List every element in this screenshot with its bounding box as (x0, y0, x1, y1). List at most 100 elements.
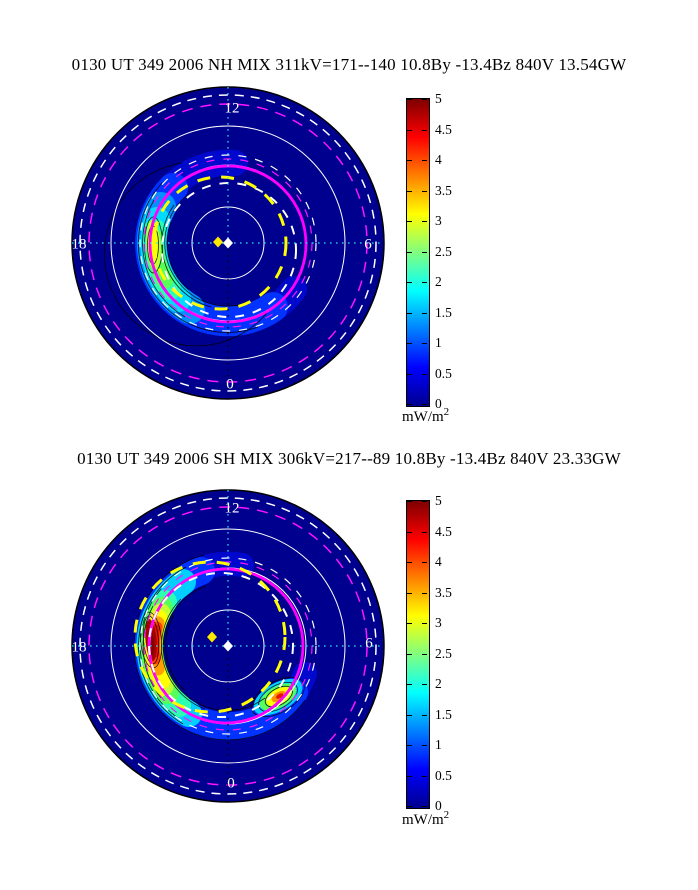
nh-white-diamond-marker (223, 237, 233, 249)
colorbar-tick-mark (407, 129, 412, 131)
colorbar-tick-mark (422, 806, 427, 807)
colorbar-tick-label: 0.5 (435, 767, 452, 783)
colorbar-tick-label: 4 (435, 152, 442, 167)
colorbar-tick-mark (422, 190, 427, 192)
nh-mlt-label-18: 18 (72, 236, 87, 252)
colorbar-tick-mark (422, 282, 427, 283)
colorbar-tick-label: 3 (435, 615, 442, 630)
nh-unit-exponent: 2 (443, 406, 450, 418)
colorbar-tick-mark (407, 99, 412, 100)
nh-unit-base: mW/m (402, 409, 444, 425)
colorbar-tick-mark (422, 404, 427, 405)
colorbar-tick-label: 3 (435, 213, 442, 228)
colorbar-tick-mark (422, 129, 427, 131)
colorbar-tick-mark (407, 404, 412, 405)
colorbar-tick-mark (407, 775, 412, 777)
colorbar-tick-mark (407, 343, 412, 344)
colorbar-tick-label: 2.5 (435, 243, 452, 259)
colorbar-tick-mark (422, 251, 427, 253)
colorbar-tick-label: 1.5 (435, 304, 452, 320)
colorbar-tick-mark (407, 312, 412, 314)
colorbar-tick-mark (422, 592, 427, 594)
sh-white-diamond-marker (223, 640, 233, 652)
sh-colorbar-ticks: 0 0.5 1 1.5 2 2.5 3 3.5 4 4.5 5 (406, 493, 476, 813)
colorbar-tick-mark (422, 160, 427, 161)
nh-polar-plot: 12 18 6 0 (58, 73, 398, 413)
colorbar-tick-mark (422, 623, 427, 624)
sh-colorbar-unit: mW/m2 (402, 809, 449, 829)
colorbar-tick-label: 5 (435, 91, 442, 106)
colorbar-tick-mark (407, 714, 412, 716)
colorbar-tick-mark (422, 653, 427, 655)
sh-yellow-dashed-boundary (133, 560, 287, 714)
colorbar-tick-mark (422, 312, 427, 314)
colorbar-tick-mark (407, 531, 412, 533)
sh-colorbar (406, 500, 430, 809)
nh-colorbar-unit: mW/m2 (402, 406, 449, 426)
nh-contour-lines (103, 162, 271, 347)
colorbar-tick-label: 4 (435, 554, 442, 569)
colorbar-tick-mark (422, 745, 427, 746)
sh-title: 0130 UT 349 2006 SH MIX 306kV=217--89 10… (77, 449, 621, 468)
colorbar-tick-label: 1 (435, 737, 442, 752)
colorbar-tick-mark (422, 343, 427, 344)
colorbar-tick-mark (407, 623, 412, 624)
colorbar-tick-label: 3.5 (435, 584, 452, 600)
nh-colorbar (406, 98, 430, 407)
colorbar-tick-mark (407, 221, 412, 222)
colorbar-tick-label: 0.5 (435, 365, 452, 381)
nh-yellow-dashed-boundary (152, 175, 288, 311)
nh-title: 0130 UT 349 2006 NH MIX 311kV=171--140 1… (71, 55, 627, 74)
sh-mlt-label-12: 12 (225, 500, 240, 516)
sh-polar-svg: 12 18 6 0 (71, 489, 385, 803)
sh-mlt-label-6: 6 (365, 635, 373, 651)
colorbar-tick-label: 2.5 (435, 645, 452, 661)
sh-outer-white-dashed-circle (79, 497, 377, 795)
nh-white-dashed-boundary (161, 182, 297, 318)
colorbar-tick-label: 2 (435, 676, 442, 691)
colorbar-tick-mark (407, 684, 412, 685)
sh-polar-plot: 12 18 6 0 (58, 476, 398, 816)
colorbar-tick-mark (422, 714, 427, 716)
colorbar-tick-label: 1 (435, 335, 442, 350)
colorbar-tick-label: 2 (435, 274, 442, 289)
colorbar-tick-mark (407, 251, 412, 253)
colorbar-tick-label: 3.5 (435, 182, 452, 198)
nh-outer-white-dashed-circle (79, 94, 377, 392)
colorbar-tick-mark (407, 806, 412, 807)
sh-unit-base: mW/m (402, 812, 444, 828)
colorbar-tick-mark (422, 562, 427, 563)
sh-yellow-diamond-marker (207, 631, 217, 643)
colorbar-tick-mark (407, 282, 412, 283)
colorbar-tick-label: 0 (435, 396, 442, 411)
nh-yellow-diamond-marker (213, 236, 223, 248)
colorbar-tick-mark (407, 190, 412, 192)
sh-unit-exponent: 2 (443, 809, 450, 821)
sh-white-dashed-boundary (148, 572, 294, 718)
sh-mlt-label-0: 0 (227, 775, 235, 791)
colorbar-tick-mark (407, 373, 412, 375)
nh-mlt-label-12: 12 (225, 100, 240, 116)
colorbar-tick-label: 0 (435, 798, 442, 813)
colorbar-tick-label: 5 (435, 493, 442, 508)
colorbar-tick-label: 1.5 (435, 706, 452, 722)
colorbar-tick-label: 4.5 (435, 523, 452, 539)
colorbar-tick-mark (407, 653, 412, 655)
colorbar-tick-mark (422, 99, 427, 100)
colorbar-tick-label: 4.5 (435, 121, 452, 137)
nh-colorbar-ticks: 0 0.5 1 1.5 2 2.5 3 3.5 4 4.5 5 (406, 91, 476, 411)
colorbar-tick-mark (407, 745, 412, 746)
colorbar-tick-mark (407, 160, 412, 161)
nh-mlt-label-6: 6 (364, 236, 372, 252)
colorbar-tick-mark (422, 775, 427, 777)
colorbar-tick-mark (422, 221, 427, 222)
colorbar-tick-mark (422, 531, 427, 533)
nh-polar-svg: 12 18 6 0 (71, 86, 385, 400)
sh-mlt-label-18: 18 (72, 639, 87, 655)
colorbar-tick-mark (422, 373, 427, 375)
colorbar-tick-mark (407, 501, 412, 502)
colorbar-tick-mark (407, 592, 412, 594)
colorbar-tick-mark (422, 501, 427, 502)
colorbar-tick-mark (422, 684, 427, 685)
colorbar-tick-mark (407, 562, 412, 563)
